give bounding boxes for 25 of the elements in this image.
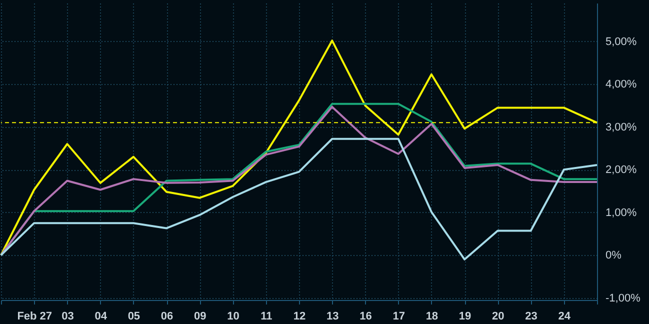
x-tick-label: 19 — [458, 310, 472, 322]
x-tick-label: 13 — [326, 310, 339, 322]
x-tick-label: 05 — [128, 310, 140, 322]
x-tick-label: 12 — [293, 310, 306, 322]
y-tick-label: 5,00% — [606, 36, 637, 48]
y-tick-label: 2,00% — [606, 164, 637, 176]
x-tick-label: 03 — [62, 310, 74, 322]
x-tick-label: 04 — [94, 310, 108, 322]
y-tick-label: -1,00% — [606, 292, 641, 304]
x-tick-label: 18 — [426, 310, 438, 322]
x-tick-label: 20 — [492, 310, 504, 322]
line-series — [0, 138, 598, 260]
x-tick-label: Feb 27 — [17, 310, 52, 322]
x-tick-label: 17 — [392, 310, 405, 322]
x-tick-label: 11 — [260, 310, 272, 322]
x-tick-label: 06 — [160, 310, 174, 322]
x-tick-label: 24 — [558, 310, 572, 322]
x-tick-label: 16 — [360, 310, 372, 322]
y-tick-label: 0% — [606, 250, 622, 262]
x-tick-label: 23 — [525, 310, 538, 322]
x-tick-label: 09 — [194, 310, 206, 322]
y-tick-label: 3,00% — [606, 121, 637, 134]
y-tick-label: 1,00% — [606, 206, 637, 219]
y-tick-label: 4,00% — [606, 78, 637, 91]
x-tick-label: 10 — [227, 310, 240, 322]
